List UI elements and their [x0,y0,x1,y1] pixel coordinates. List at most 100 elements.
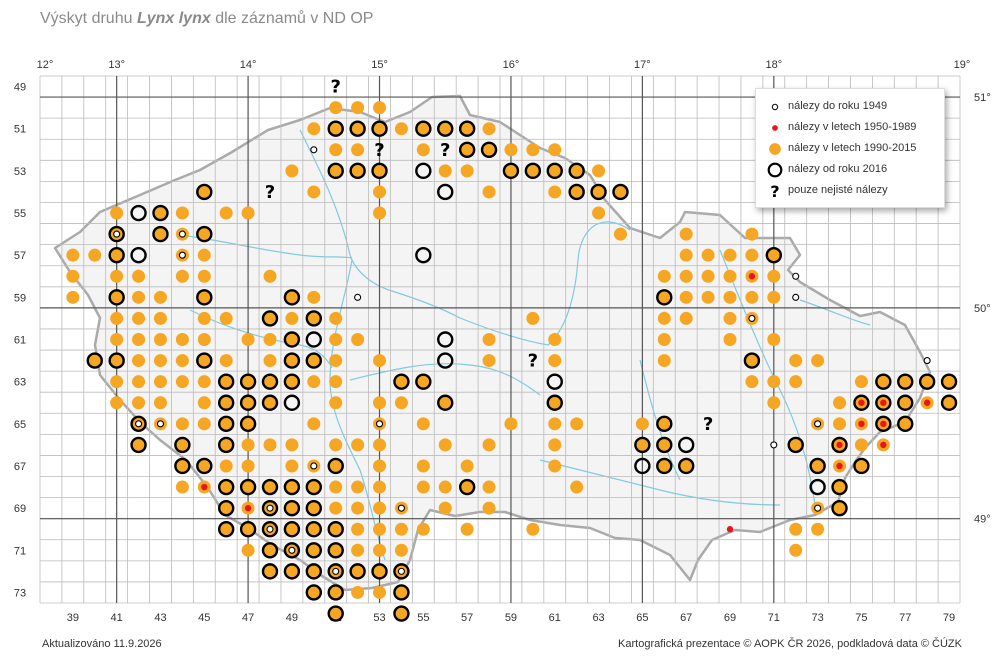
grid-field-record [110,375,124,389]
grid-field-record [327,563,344,580]
record-since-2016 [458,120,476,137]
grid-field-record [283,542,301,559]
grid-field-record [196,225,213,243]
grid-field-record [217,436,235,454]
record-1990-2015 [833,480,847,494]
grid-field-record [546,394,563,411]
record-1990-2015 [175,354,189,368]
record-1990-2015 [394,585,408,599]
record-before-1949 [135,420,143,428]
record-1990-2015 [482,185,496,199]
record-1990-2015 [394,375,408,389]
grid-field-record [86,352,103,369]
record-since-2016 [809,478,826,496]
record-1990-2015 [263,333,277,346]
record-1990-2015 [373,396,387,410]
record-1990-2015 [285,501,299,515]
record-since-2016 [327,521,344,538]
grid-field-record [261,563,279,580]
grid-field-record [415,120,432,137]
right-axis-label: 50° [974,303,991,315]
record-1990-2015 [767,396,781,410]
grid-field-record [175,417,189,431]
record-1990-2015 [460,459,474,473]
record-since-2016 [196,457,213,475]
record-since-2016 [305,584,323,601]
grid-field-record [853,394,870,411]
grid-field-record [263,354,277,368]
record-since-2016 [568,162,585,180]
record-1990-2015 [263,354,277,368]
uncertain-record: ? [330,77,340,98]
map-title: Výskyt druhu Lynx lynx dle záznamů v ND … [40,10,373,28]
record-1990-2015 [153,311,167,325]
record-since-2016 [108,289,125,306]
grid-field-record [416,459,430,473]
grid-field-record: ? [703,414,713,435]
grid-field-record [438,164,452,178]
record-1990-2015 [570,164,584,178]
grid-field-record [809,457,826,475]
record-1990-2015 [307,375,321,389]
legend-item: nálezy v letech 1990-2015 [756,139,944,159]
grid-field-record [373,354,387,368]
record-since-2016 [86,352,103,369]
grid-field-record [770,441,778,449]
record-1990-2015 [373,101,387,115]
record-1990-2015 [482,333,496,346]
record-since-2016 [656,289,673,306]
record-1990-2015 [132,311,146,325]
grid-field-record [723,290,737,304]
record-since-2016 [327,563,344,580]
grid-field-record [373,459,387,473]
grid-field-record [241,333,255,346]
grid-field-record [526,311,540,325]
grid-field-record [876,438,890,452]
record-1990-2015 [767,269,781,283]
grid-field-record [745,269,759,283]
record-1990-2015 [329,143,343,157]
bottom-col-label: 61 [549,612,561,624]
left-row-label: 51 [14,124,26,136]
grid-field-record [590,183,607,201]
grid-field-record [373,585,387,599]
record-1990-2015 [329,164,343,178]
grid-field-record [679,227,693,241]
grid-field-record [132,333,146,346]
record-1990-2015 [219,480,233,494]
grid-field-record [416,417,430,431]
record-1990-2015 [657,354,671,368]
record-1990-2015 [175,269,189,283]
grid-field-record [153,396,167,410]
grid-field-record [153,375,167,389]
record-1990-2015 [373,185,387,199]
record-1990-2015 [769,143,781,155]
record-1950-1989 [772,125,778,131]
grid-field-record [108,352,125,369]
record-1990-2015 [307,585,321,599]
grid-field-record: ? [265,182,275,203]
grid-field-record [110,269,124,283]
grid-field-record [130,204,147,222]
record-1990-2015 [132,333,146,346]
grid-field-record [349,563,366,580]
record-1990-2015 [175,480,189,494]
record-since-2016 [656,457,673,475]
grid-field-record: ? [440,140,450,161]
record-1990-2015 [373,543,387,557]
right-axis-label: 51° [974,92,991,104]
record-before-1949 [923,357,931,365]
left-row-label: 67 [14,461,26,473]
grid-field-record [745,290,759,304]
record-since-2016 [415,373,432,390]
record-since-2016 [261,394,279,411]
grid-field-record [480,141,498,158]
record-since-2016 [196,352,213,369]
grid-field-record [415,373,432,390]
record-1990-2015 [197,290,211,304]
bottom-col-label: 63 [592,612,604,624]
record-since-2016 [765,246,783,264]
record-1990-2015 [592,185,606,199]
grid-field-record [789,354,803,368]
record-1990-2015 [219,522,233,536]
